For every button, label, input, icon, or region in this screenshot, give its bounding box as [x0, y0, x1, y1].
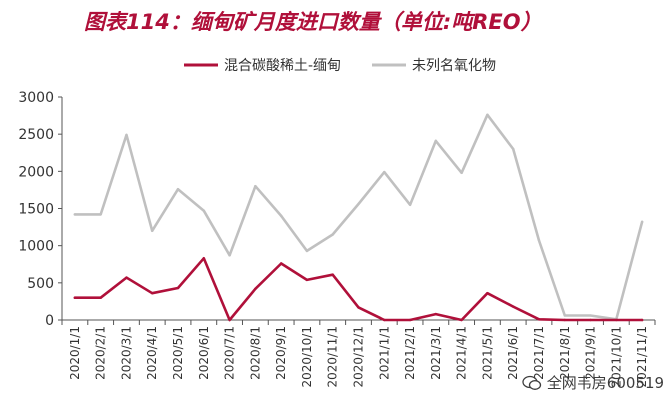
x-tick-label: 2021/11/1	[635, 326, 649, 388]
data-point	[228, 254, 231, 257]
legend-label-series-2: 未列名氧化物	[412, 58, 496, 74]
x-tick-label: 2021/4/1	[455, 326, 469, 380]
data-point	[254, 185, 257, 188]
data-point	[486, 113, 489, 117]
chart-title: 图表114：缅甸矿月度进口数量（单位:吨REO）	[84, 10, 542, 34]
data-point	[279, 262, 283, 265]
x-tick-label: 2021/5/1	[480, 326, 494, 380]
data-point	[151, 292, 154, 295]
x-tick-label: 2021/3/1	[429, 326, 443, 380]
legend-label-series-1: 混合碳酸稀土-缅甸	[224, 58, 341, 74]
data-point	[73, 296, 77, 299]
x-tick-label: 2020/6/1	[197, 326, 211, 380]
series-line-2	[73, 113, 644, 321]
x-tick-label: 2021/6/1	[506, 326, 520, 380]
x-tick-label: 2020/5/1	[171, 326, 185, 380]
data-point	[434, 139, 438, 143]
data-point	[254, 287, 257, 290]
y-tick-label: 1500	[18, 202, 54, 218]
data-point	[357, 202, 360, 206]
data-point	[434, 312, 438, 316]
x-tick-label: 2021/10/1	[609, 326, 623, 388]
y-tick-label: 3000	[18, 90, 54, 106]
data-point	[305, 249, 309, 253]
data-point	[537, 239, 541, 242]
data-point	[640, 318, 644, 322]
y-tick-label: 500	[27, 276, 54, 292]
data-point	[383, 170, 386, 174]
data-point	[589, 314, 592, 317]
x-tick-label: 2020/12/1	[352, 326, 366, 388]
data-point	[202, 257, 206, 260]
x-tick-label: 2021/7/1	[532, 326, 546, 380]
data-point	[99, 213, 102, 216]
data-point	[202, 209, 206, 212]
watermark: 全网韦房600519	[522, 372, 664, 393]
x-tick-label: 2020/4/1	[145, 326, 159, 380]
data-point	[615, 318, 618, 322]
data-point	[331, 233, 334, 236]
x-tick-label: 2020/7/1	[223, 326, 237, 380]
data-point	[640, 220, 644, 224]
data-point	[563, 318, 566, 322]
data-point	[460, 318, 463, 322]
data-point	[99, 296, 102, 299]
data-point	[73, 213, 77, 216]
x-tick-label: 2020/9/1	[274, 326, 288, 380]
data-point	[408, 203, 412, 206]
x-tick-label: 2020/2/1	[94, 326, 108, 380]
data-point	[511, 305, 515, 308]
data-point	[228, 318, 231, 322]
data-point	[331, 273, 334, 276]
watermark-text: 全网韦房600519	[546, 374, 665, 392]
data-point	[176, 286, 180, 290]
x-tick-label: 2020/1/1	[68, 326, 82, 380]
data-point	[460, 171, 463, 175]
x-tick-label: 2021/2/1	[403, 326, 417, 380]
data-point	[511, 147, 515, 151]
y-tick-label: 2500	[18, 127, 54, 143]
x-tick-label: 2021/9/1	[584, 326, 598, 380]
data-point	[176, 187, 180, 191]
x-tick-label: 2020/3/1	[119, 326, 133, 380]
wechat-icon	[522, 375, 542, 390]
y-tick-label: 0	[45, 313, 54, 329]
x-tick-label: 2020/10/1	[300, 326, 314, 388]
data-point	[563, 314, 566, 317]
data-point	[305, 278, 309, 282]
x-tick-label: 2020/11/1	[326, 326, 340, 388]
x-tick-label: 2020/8/1	[248, 326, 262, 380]
data-point	[357, 306, 360, 309]
y-tick-label: 2000	[18, 164, 54, 180]
data-point	[486, 292, 489, 295]
data-point	[151, 229, 154, 232]
data-point	[279, 214, 283, 218]
x-tick-label: 2021/1/1	[377, 326, 391, 380]
axes: 0 500 1000 1500 2000 2500 3000 2020/1/1 2020/2/1…	[18, 90, 656, 388]
y-tick-label: 1000	[18, 239, 54, 255]
x-tick-label: 2021/8/1	[558, 326, 572, 380]
data-point	[125, 276, 128, 279]
data-point	[537, 318, 541, 321]
legend: 混合碳酸稀土-缅甸 未列名氧化物	[184, 58, 496, 74]
data-point	[383, 318, 386, 322]
series-layer	[73, 113, 644, 322]
data-point	[589, 318, 592, 322]
data-point	[408, 318, 412, 322]
data-point	[125, 133, 128, 137]
